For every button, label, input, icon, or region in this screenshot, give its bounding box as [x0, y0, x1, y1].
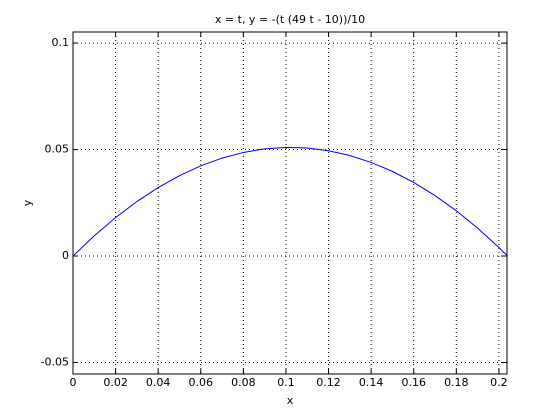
x-tick-label: 0.18: [444, 376, 469, 389]
plot-frame: [72, 31, 508, 375]
x-tick-label: 0.06: [189, 376, 214, 389]
x-tick-label: 0.08: [231, 376, 256, 389]
y-tick-label: 0.05: [45, 143, 70, 156]
y-axis-label: y: [21, 199, 34, 206]
y-tick-label: 0: [62, 249, 69, 262]
chart-title: x = t, y = -(t (49 t - 10))/10: [215, 13, 365, 26]
x-tick-label: 0.14: [359, 376, 384, 389]
x-tick-label: 0.16: [401, 376, 426, 389]
x-tick-label: 0.12: [316, 376, 341, 389]
y-tick-label: 0.1: [52, 36, 70, 49]
x-tick-label: 0: [70, 376, 77, 389]
x-tick-label: 0.1: [277, 376, 295, 389]
data-line: [72, 146, 508, 257]
y-tick-label: -0.05: [41, 356, 69, 369]
x-tick-label: 0.04: [146, 376, 171, 389]
x-tick-label: 0.2: [490, 376, 508, 389]
x-axis-label: x: [287, 394, 294, 407]
x-tick-label: 0.02: [103, 376, 128, 389]
